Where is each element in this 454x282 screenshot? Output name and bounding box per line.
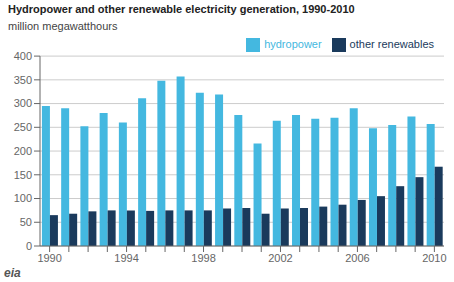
html-text:other renewables: other renewables: [349, 38, 434, 50]
svg-text:2010: 2010: [422, 252, 446, 264]
svg-text:100: 100: [14, 192, 32, 204]
svg-text:50: 50: [20, 216, 32, 228]
html-text:million megawatthours: million megawatthours: [8, 20, 118, 32]
svg-text:300: 300: [14, 97, 32, 109]
svg-text:400: 400: [14, 50, 32, 62]
svg-text:1994: 1994: [114, 252, 138, 264]
svg-text:350: 350: [14, 74, 32, 86]
svg-text:2006: 2006: [345, 252, 369, 264]
svg-text:250: 250: [14, 121, 32, 133]
html-text:Hydropower and other renewable: Hydropower and other renewable electrici…: [8, 3, 355, 15]
html-text:eia: eia: [4, 266, 21, 280]
svg-text:2002: 2002: [268, 252, 292, 264]
html-text:hydropower: hydropower: [264, 38, 322, 50]
svg-text:0: 0: [26, 240, 32, 252]
svg-text:1990: 1990: [37, 252, 61, 264]
svg-text:150: 150: [14, 169, 32, 181]
svg-text:200: 200: [14, 145, 32, 157]
svg-text:1998: 1998: [191, 252, 215, 264]
